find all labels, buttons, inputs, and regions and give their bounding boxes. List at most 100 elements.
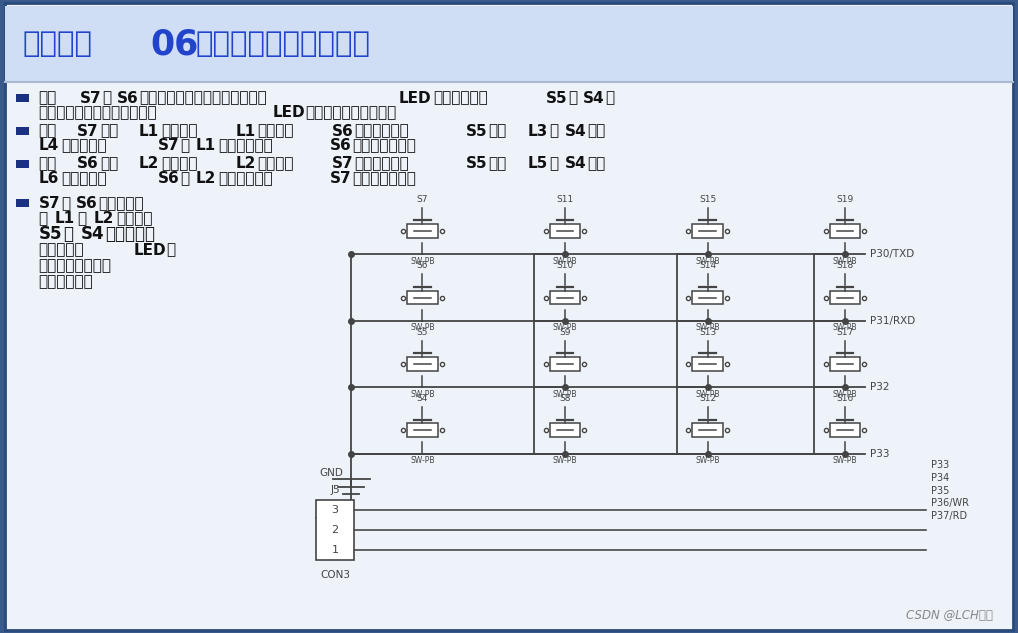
Text: SW-PB: SW-PB	[833, 390, 857, 399]
Bar	[692, 357, 723, 371]
Text: 和: 和	[102, 91, 111, 106]
Text: SW-PB: SW-PB	[410, 323, 435, 332]
Text: ，: ，	[550, 156, 559, 172]
Bar	[16, 160, 29, 168]
Text: 可可响应操作。: 可可响应操作。	[352, 171, 416, 186]
Text: P30/TXD: P30/TXD	[870, 249, 914, 260]
Text: S9: S9	[559, 328, 571, 337]
Text: S13: S13	[699, 328, 716, 337]
Text: J5: J5	[330, 485, 340, 495]
Text: 2: 2	[332, 525, 338, 535]
Text: 不响应操作，: 不响应操作，	[354, 123, 409, 139]
Text: S14: S14	[699, 261, 716, 270]
Text: 点亮后，: 点亮后，	[258, 123, 294, 139]
Text: 键不能操作。: 键不能操作。	[39, 274, 94, 289]
Text: S4: S4	[565, 123, 586, 139]
Text: SW-PB: SW-PB	[553, 257, 577, 266]
Text: 控制: 控制	[587, 123, 606, 139]
Text: P31/RXD: P31/RXD	[870, 316, 915, 326]
Text: S15: S15	[699, 195, 716, 204]
Text: S4: S4	[583, 91, 605, 106]
Bar	[550, 357, 580, 371]
Text: SW-PB: SW-PB	[833, 257, 857, 266]
Bar	[830, 357, 860, 371]
Text: CSDN @LCH南安: CSDN @LCH南安	[906, 608, 993, 622]
Text: LED: LED	[133, 242, 166, 258]
Text: SW-PB: SW-PB	[833, 456, 857, 465]
Text: P36/WR: P36/WR	[931, 498, 969, 508]
Text: 不响应操作: 不响应操作	[105, 225, 155, 243]
Text: P34: P34	[931, 473, 950, 483]
Text: 指示灯熄灭，: 指示灯熄灭，	[218, 171, 273, 186]
Text: S5: S5	[546, 91, 567, 106]
Text: S10: S10	[557, 261, 573, 270]
Text: S7: S7	[39, 196, 60, 211]
Text: S12: S12	[699, 394, 716, 403]
Text: S6: S6	[77, 156, 99, 172]
Text: S7: S7	[416, 195, 429, 204]
Bar	[407, 224, 438, 238]
Text: 和: 和	[61, 196, 70, 211]
Text: 按下: 按下	[39, 156, 57, 172]
Text: S6: S6	[330, 138, 351, 153]
Text: SW-PB: SW-PB	[410, 390, 435, 399]
Text: SW-PB: SW-PB	[695, 390, 720, 399]
Text: SW-PB: SW-PB	[553, 323, 577, 332]
Text: S6: S6	[76, 196, 98, 211]
Text: GND: GND	[320, 468, 343, 478]
Text: ，: ，	[550, 123, 559, 139]
Text: S7: S7	[330, 171, 351, 186]
Bar	[692, 423, 723, 437]
Text: L1: L1	[138, 123, 159, 139]
Text: L1: L1	[55, 211, 75, 226]
Text: S16: S16	[837, 394, 853, 403]
Text: SW-PB: SW-PB	[553, 456, 577, 465]
Text: P37/RD: P37/RD	[931, 511, 967, 521]
Text: ，再次按下: ，再次按下	[61, 171, 107, 186]
Text: 按下: 按下	[39, 123, 57, 139]
Text: S5: S5	[466, 156, 488, 172]
Bar	[830, 291, 860, 304]
Bar	[692, 291, 723, 304]
Text: S4: S4	[80, 225, 104, 243]
Bar	[550, 423, 580, 437]
Text: SW-PB: SW-PB	[553, 390, 577, 399]
Text: SW-PB: SW-PB	[695, 456, 720, 465]
Text: 点亮: 点亮	[100, 123, 118, 139]
Bar	[407, 423, 438, 437]
Text: S7: S7	[332, 156, 353, 172]
Text: SW-PB: SW-PB	[695, 257, 720, 266]
Text: 为选择键，确定控制键控制那组: 为选择键，确定控制键控制那组	[139, 91, 267, 106]
Text: 指示灯，: 指示灯，	[161, 156, 197, 172]
Text: 单元训练: 单元训练	[22, 30, 93, 58]
Text: S19: S19	[837, 195, 853, 204]
Text: S17: S17	[837, 328, 853, 337]
Text: L2: L2	[235, 156, 256, 172]
Text: 未按下时，: 未按下时，	[99, 196, 145, 211]
Text: P33: P33	[870, 449, 890, 459]
Text: L3: L3	[527, 123, 548, 139]
Text: S6: S6	[332, 123, 353, 139]
FancyBboxPatch shape	[5, 3, 1013, 630]
Text: ，: ，	[180, 171, 189, 186]
Text: S5: S5	[39, 225, 62, 243]
Text: 可可响应操作。: 可可响应操作。	[352, 138, 416, 153]
Bar	[692, 224, 723, 238]
Text: 和: 和	[568, 91, 577, 106]
Bar	[5, 6, 1013, 82]
Text: L2: L2	[195, 171, 216, 186]
Text: S7: S7	[79, 91, 101, 106]
Text: ，: ，	[180, 138, 189, 153]
Text: 为: 为	[606, 91, 615, 106]
Text: L4: L4	[39, 138, 59, 153]
Text: L6: L6	[39, 171, 59, 186]
Text: S7: S7	[158, 138, 179, 153]
Bar	[830, 224, 860, 238]
Bar	[407, 291, 438, 304]
Text: 点亮: 点亮	[100, 156, 118, 172]
Text: S6: S6	[117, 91, 138, 106]
Text: S4: S4	[565, 156, 586, 172]
Text: 灯: 灯	[166, 242, 175, 258]
Text: SW-PB: SW-PB	[410, 456, 435, 465]
Text: SW-PB: SW-PB	[410, 257, 435, 266]
